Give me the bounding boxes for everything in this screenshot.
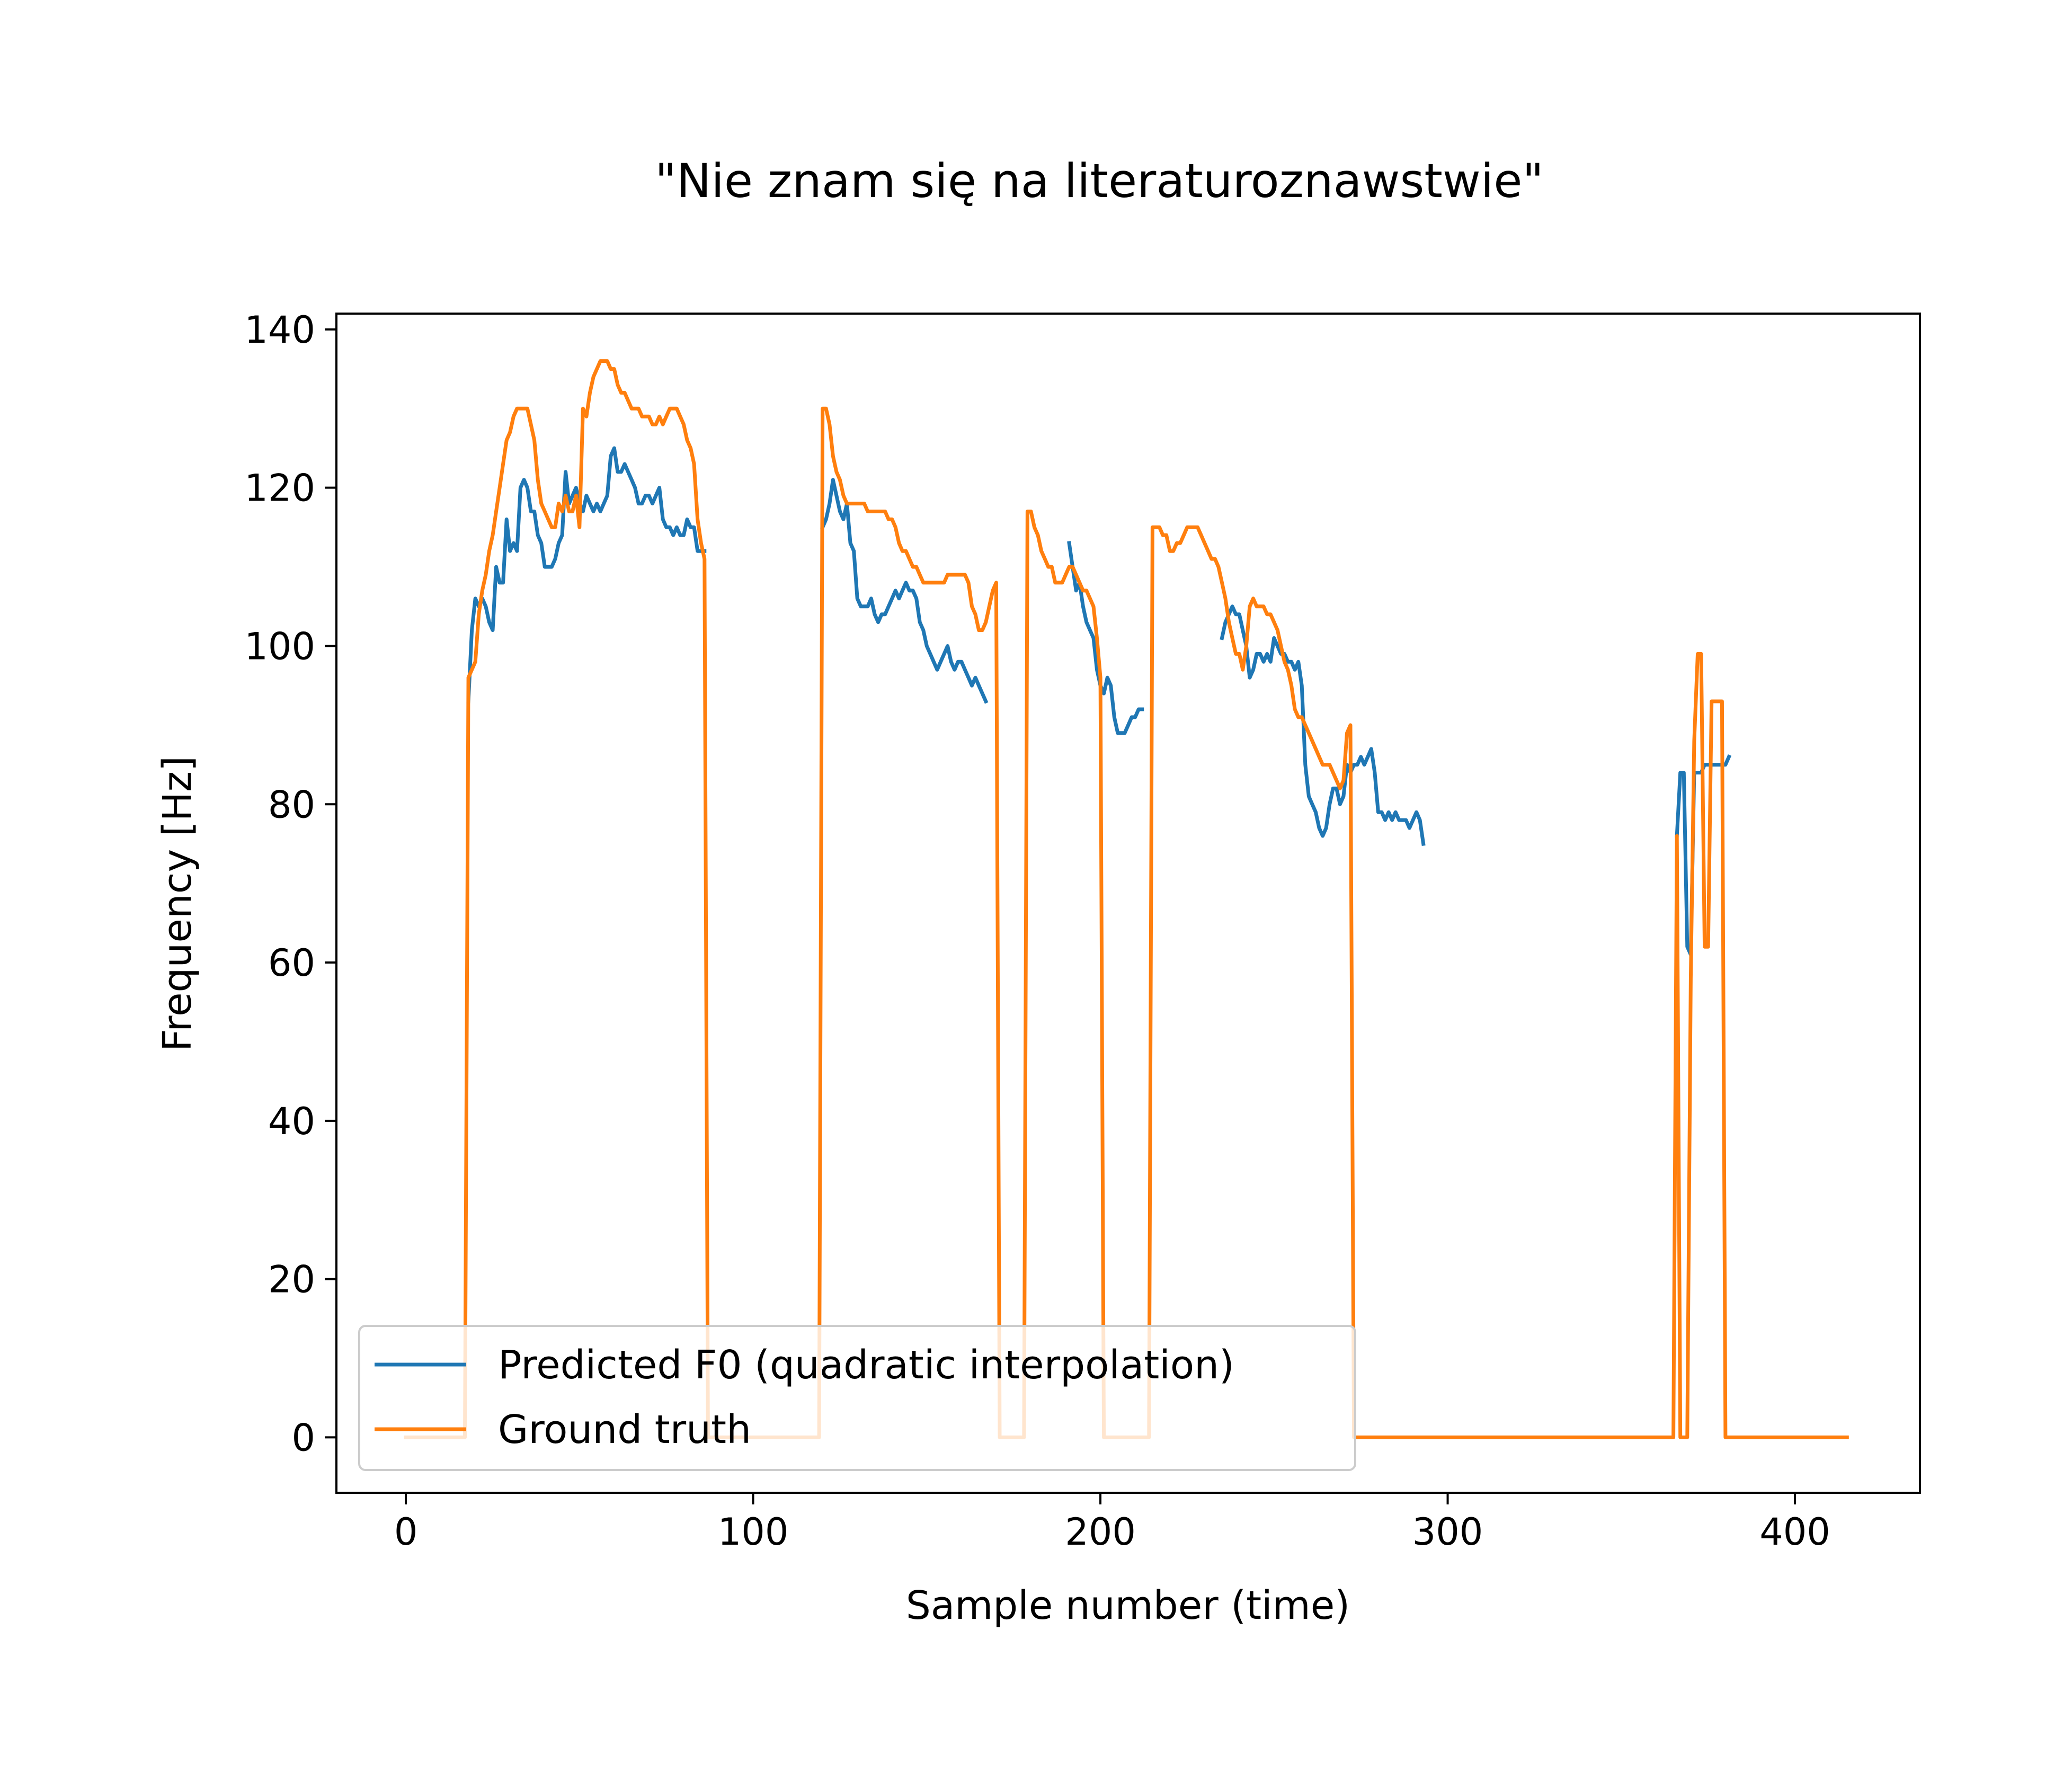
y-tick-label: 80 [268, 783, 315, 826]
legend: Predicted F0 (quadratic interpolation) Gr… [358, 1325, 1356, 1471]
series-0-line-segment-3 [1220, 604, 1426, 846]
series-0-line-segment-2 [1067, 541, 1144, 735]
y-tick-label: 140 [244, 308, 315, 352]
y-tick-label: 60 [268, 941, 315, 985]
y-tick-label: 40 [268, 1100, 315, 1143]
y-tick-label: 0 [291, 1416, 315, 1459]
plot-frame [335, 313, 1921, 1494]
series-0-line-segment-1 [820, 478, 989, 704]
x-tick-label: 400 [1759, 1510, 1830, 1554]
axis-ticks: 0 100 200 300 400 0 20 40 60 80 100 120 140 [244, 308, 1830, 1554]
series-0-line-segment-0 [466, 446, 707, 703]
y-tick-label: 120 [244, 467, 315, 510]
legend-label-1: Ground truth [498, 1407, 751, 1453]
chart-title: "Nie znam się na literaturoznawstwie" [655, 154, 1544, 208]
plot-area [404, 359, 1849, 1439]
x-tick-label: 200 [1065, 1510, 1136, 1554]
series-1-line-segment-0 [404, 359, 1849, 1439]
y-axis-label: Frequency [Hz] [155, 756, 200, 1052]
x-tick-label: 0 [394, 1510, 418, 1554]
x-tick-label: 300 [1412, 1510, 1483, 1554]
x-tick-label: 100 [718, 1510, 789, 1554]
legend-label-0: Predicted F0 (quadratic interpolation) [498, 1342, 1234, 1388]
x-axis-label: Sample number (time) [906, 1583, 1350, 1628]
y-tick-label: 20 [268, 1258, 315, 1302]
y-tick-label: 100 [244, 625, 315, 668]
legend-box [358, 1325, 1356, 1471]
